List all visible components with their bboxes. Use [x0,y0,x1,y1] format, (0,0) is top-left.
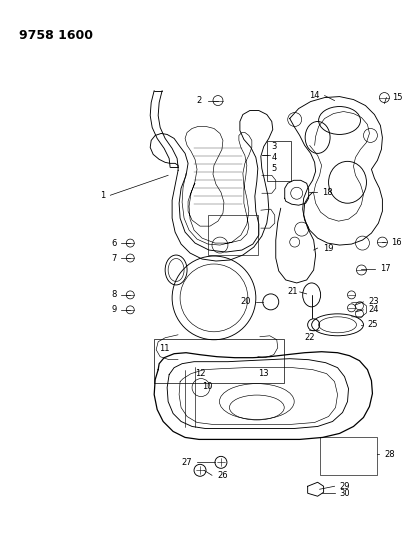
Text: 1: 1 [100,191,105,200]
Text: 5: 5 [272,164,277,173]
Text: 14: 14 [309,91,320,100]
Text: 29: 29 [339,482,350,491]
Text: 19: 19 [323,244,333,253]
Text: 13: 13 [258,369,269,378]
Text: 30: 30 [339,489,350,498]
Text: 24: 24 [368,305,379,314]
Text: 15: 15 [392,93,403,102]
Bar [208,215,258,255]
Text: 27: 27 [181,458,192,467]
Text: 25: 25 [368,320,378,329]
Text: 3: 3 [272,142,277,151]
Text: 4: 4 [272,153,277,162]
Text: 21: 21 [287,287,298,296]
Text: 16: 16 [391,238,402,247]
Text: 12: 12 [195,369,206,378]
Text: 23: 23 [368,297,379,306]
Text: 11: 11 [159,344,170,353]
Bar [320,438,377,475]
Text: 10: 10 [202,382,212,391]
Text: 18: 18 [322,188,332,197]
Text: 22: 22 [304,333,315,342]
Text: 17: 17 [380,264,391,273]
Text: 8: 8 [111,290,116,300]
Text: 26: 26 [217,471,227,480]
Text: 7: 7 [111,254,116,263]
Text: 28: 28 [384,450,395,459]
Text: 2: 2 [197,96,202,105]
Text: 9758 1600: 9758 1600 [19,29,93,42]
Text: 6: 6 [111,239,116,248]
Text: 9: 9 [111,305,116,314]
Text: 20: 20 [240,297,251,306]
